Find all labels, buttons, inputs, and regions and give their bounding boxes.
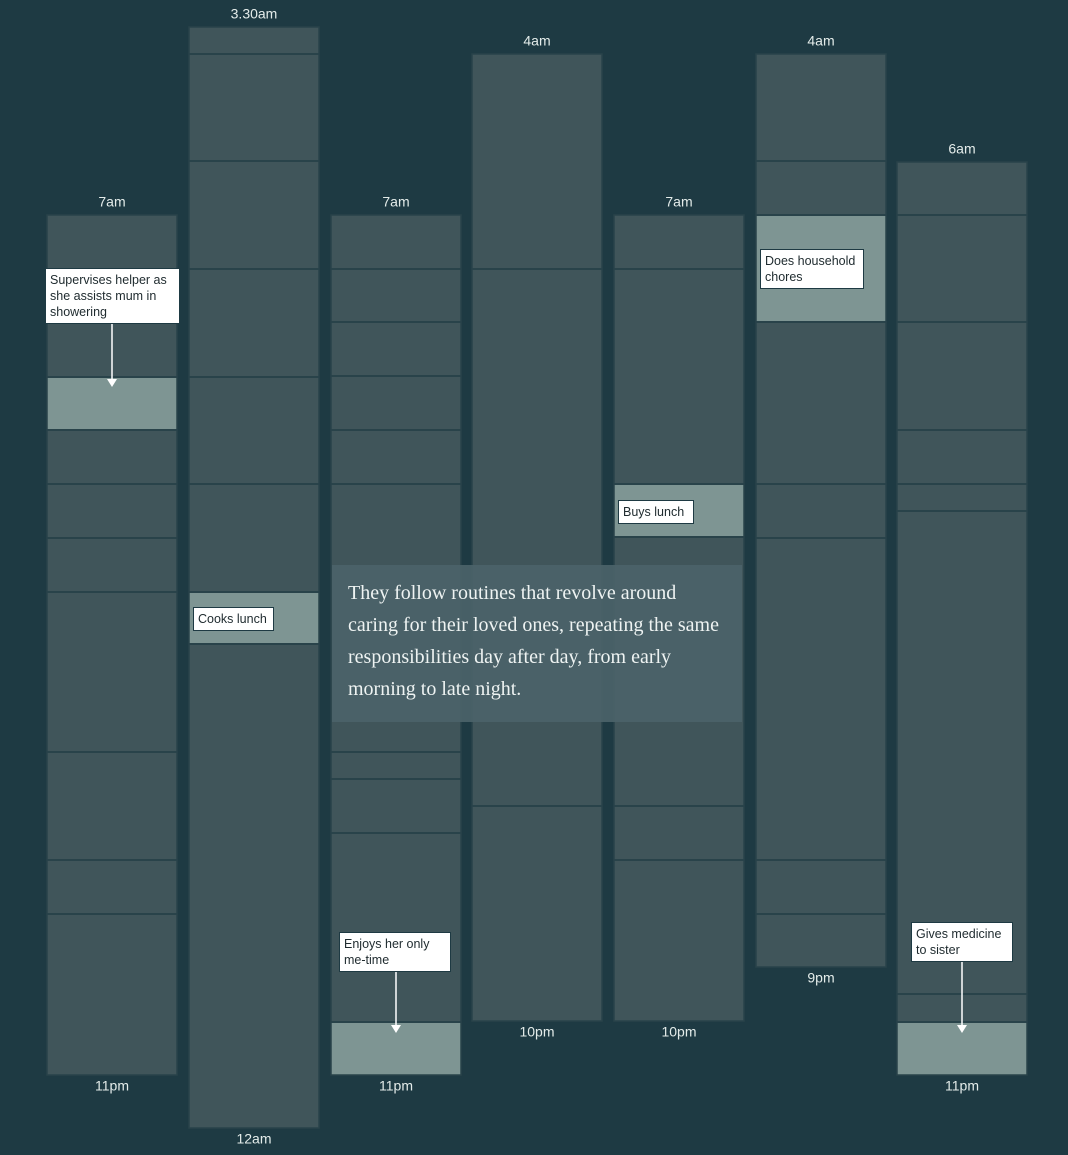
column [189, 27, 319, 1128]
column-outline [471, 53, 603, 1022]
end-time: 12am [236, 1131, 271, 1147]
start-time: 3.30am [231, 6, 278, 22]
column-outline [188, 26, 320, 1129]
arrow-head [391, 1025, 401, 1033]
end-time: 11pm [945, 1078, 979, 1094]
column [472, 54, 602, 1021]
callout: Gives medicine to sister [911, 922, 1013, 962]
callout: Cooks lunch [193, 607, 274, 631]
callout: Supervises helper as she assists mum in … [45, 268, 180, 324]
start-time: 7am [382, 194, 409, 210]
callout: Does household chores [760, 249, 864, 289]
start-time: 7am [665, 194, 692, 210]
column-outline [755, 53, 887, 968]
end-time: 11pm [95, 1078, 129, 1094]
arrow-head [957, 1025, 967, 1033]
end-time: 11pm [379, 1078, 413, 1094]
start-time: 4am [807, 33, 834, 49]
column [756, 54, 886, 967]
arrow-head [107, 379, 117, 387]
start-time: 7am [98, 194, 125, 210]
callout: Buys lunch [618, 500, 694, 524]
callout: Enjoys her only me-time [339, 932, 451, 972]
start-time: 4am [523, 33, 550, 49]
column-outline [46, 214, 178, 1076]
start-time: 6am [948, 141, 975, 157]
end-time: 10pm [661, 1024, 696, 1040]
caption: They follow routines that revolve around… [332, 565, 742, 722]
end-time: 9pm [807, 970, 834, 986]
column-outline [896, 161, 1028, 1076]
end-time: 10pm [519, 1024, 554, 1040]
